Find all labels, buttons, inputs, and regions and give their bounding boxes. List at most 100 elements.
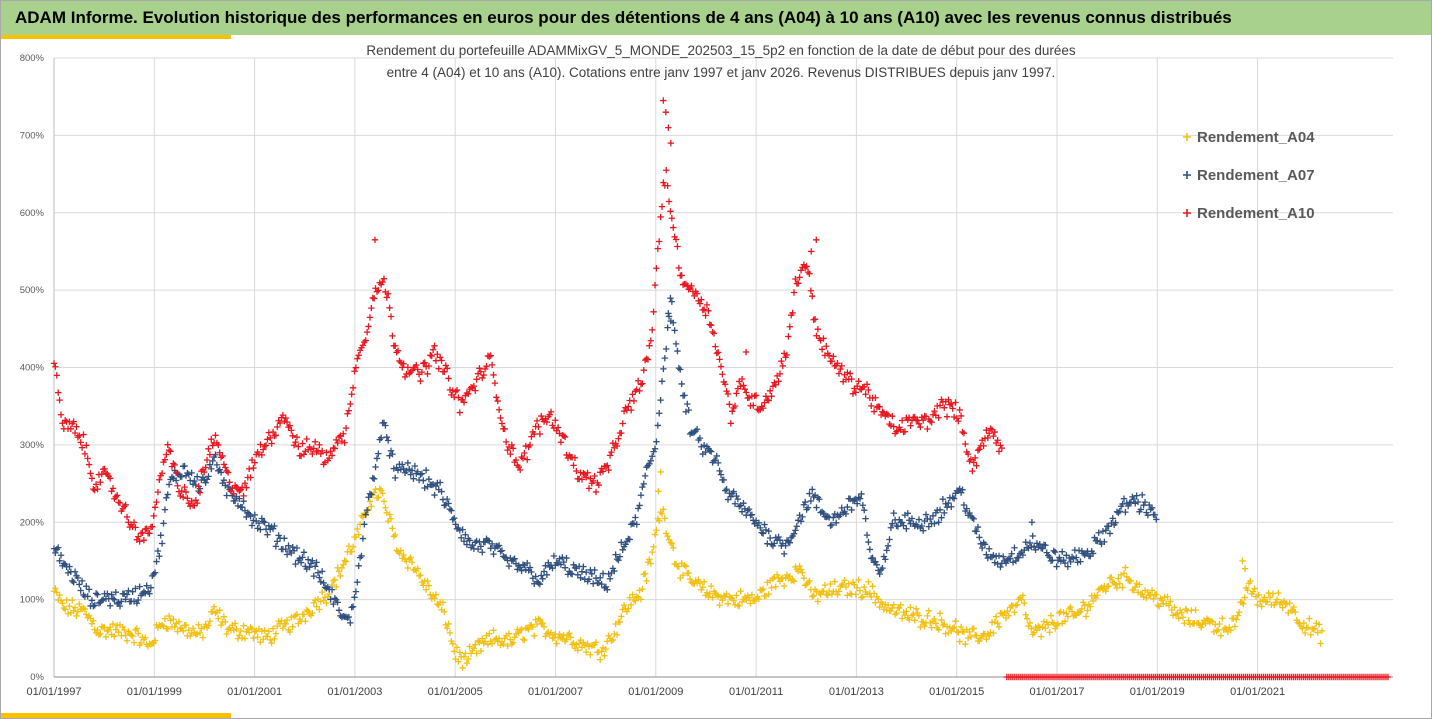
marker-rendement-a07	[1127, 499, 1135, 506]
marker-rendement-a10	[970, 459, 977, 466]
marker-rendement-a10	[946, 401, 954, 408]
marker-rendement-a07	[627, 521, 635, 528]
marker-rendement-a04	[121, 626, 128, 634]
marker-rendement-a07	[731, 500, 739, 507]
marker-rendement-a07	[663, 345, 670, 353]
marker-rendement-a04	[1112, 581, 1119, 589]
marker-rendement-a04	[165, 612, 173, 620]
marker-rendement-a04	[302, 618, 309, 625]
marker-rendement-a10	[738, 375, 746, 383]
marker-rendement-a10	[636, 387, 643, 395]
marker-rendement-a07	[511, 555, 518, 562]
marker-rendement-a04	[736, 602, 743, 610]
marker-rendement-a04	[439, 599, 447, 606]
marker-rendement-a07	[723, 486, 730, 493]
marker-rendement-a10	[174, 482, 181, 489]
marker-rendement-a07	[344, 614, 351, 621]
marker-rendement-a10	[481, 365, 489, 373]
marker-rendement-a10	[862, 391, 869, 398]
marker-rendement-a07	[304, 556, 312, 563]
marker-rendement-a04	[258, 627, 266, 635]
marker-rendement-a07	[411, 462, 419, 470]
marker-rendement-a07	[164, 491, 171, 498]
marker-rendement-a04	[995, 623, 1003, 631]
marker-rendement-a10	[948, 400, 955, 407]
marker-rendement-a10	[620, 407, 628, 415]
marker-rendement-a10	[55, 389, 62, 396]
marker-rendement-a04	[681, 561, 688, 569]
marker-rendement-a07	[1112, 519, 1119, 526]
marker-rendement-a07	[1095, 529, 1102, 536]
marker-rendement-a07	[349, 603, 357, 610]
marker-rendement-a04	[1289, 607, 1296, 615]
marker-rendement-a07	[693, 426, 701, 433]
x-tick-label: 01/01/2011	[729, 686, 783, 698]
marker-rendement-a10	[737, 383, 744, 390]
marker-rendement-a07	[88, 597, 96, 604]
marker-rendement-a04	[570, 639, 577, 647]
marker-rendement-a07	[264, 531, 271, 538]
marker-rendement-a04	[1116, 580, 1123, 587]
marker-rendement-a10	[663, 167, 670, 174]
marker-rendement-a04	[349, 543, 357, 551]
marker-rendement-a04	[890, 601, 897, 608]
marker-rendement-a07	[94, 591, 101, 598]
marker-rendement-a07	[363, 506, 371, 514]
marker-rendement-a07	[734, 495, 742, 503]
marker-rendement-a07	[466, 537, 473, 544]
marker-rendement-a04	[597, 656, 604, 663]
marker-rendement-a10	[658, 203, 666, 210]
marker-rendement-a07	[494, 543, 501, 550]
marker-rendement-a10	[660, 97, 667, 104]
marker-rendement-a04	[171, 623, 178, 631]
marker-rendement-a07	[359, 535, 367, 542]
marker-rendement-a10	[340, 430, 347, 437]
marker-rendement-a07	[856, 495, 864, 502]
marker-rendement-a10	[81, 450, 89, 458]
marker-rendement-a07	[775, 533, 782, 541]
marker-rendement-a04	[910, 610, 917, 618]
marker-rendement-a04	[407, 554, 414, 561]
marker-rendement-a07	[495, 542, 503, 549]
marker-rendement-a10	[918, 414, 925, 421]
marker-rendement-a07	[1139, 491, 1146, 499]
marker-rendement-a04	[476, 639, 483, 646]
marker-rendement-a04	[656, 517, 663, 525]
marker-rendement-a04	[396, 550, 403, 557]
title-banner: ADAM Informe. Evolution historique des p…	[1, 1, 1431, 35]
marker-rendement-a04	[1068, 608, 1076, 615]
marker-rendement-a10	[646, 342, 653, 349]
x-tick-label: 01/01/2005	[428, 686, 483, 698]
marker-rendement-a07	[1059, 548, 1066, 555]
marker-rendement-a04	[1067, 603, 1074, 611]
marker-rendement-a07	[300, 549, 308, 556]
marker-rendement-a04	[331, 576, 339, 583]
marker-rendement-a10	[834, 360, 841, 367]
marker-rendement-a07	[311, 563, 319, 570]
y-tick-label: 400%	[20, 363, 45, 374]
marker-rendement-a07	[636, 502, 643, 509]
marker-rendement-a04	[845, 580, 852, 587]
marker-rendement-a10	[936, 402, 944, 409]
marker-rendement-a04	[823, 591, 830, 598]
marker-rendement-a10	[578, 476, 586, 483]
marker-rendement-a07	[404, 459, 412, 467]
marker-rendement-a07	[448, 507, 455, 514]
marker-rendement-a10	[272, 432, 280, 439]
legend-marker	[1183, 209, 1191, 217]
marker-rendement-a07	[658, 378, 666, 385]
marker-rendement-a04	[915, 612, 923, 619]
marker-rendement-a07	[421, 484, 428, 492]
marker-rendement-a10	[288, 427, 295, 434]
marker-rendement-a10	[52, 363, 59, 370]
marker-rendement-a10	[660, 179, 667, 186]
marker-rendement-a10	[557, 439, 565, 446]
marker-rendement-a10	[991, 428, 999, 436]
marker-rendement-a10	[251, 459, 258, 466]
marker-rendement-a07	[618, 539, 625, 546]
marker-rendement-a04	[695, 576, 702, 584]
marker-rendement-a07	[285, 542, 292, 549]
marker-rendement-a04	[574, 647, 581, 654]
marker-rendement-a10	[250, 464, 257, 472]
marker-rendement-a04	[231, 620, 239, 627]
